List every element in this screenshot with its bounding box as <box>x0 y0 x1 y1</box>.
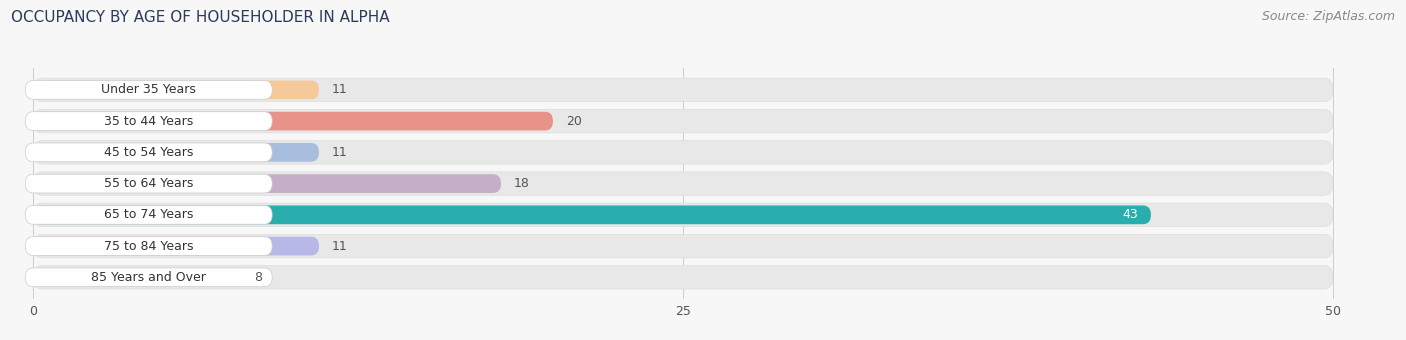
FancyBboxPatch shape <box>32 81 319 99</box>
FancyBboxPatch shape <box>32 109 1333 133</box>
Text: Source: ZipAtlas.com: Source: ZipAtlas.com <box>1261 10 1395 23</box>
Text: 20: 20 <box>567 115 582 128</box>
FancyBboxPatch shape <box>25 237 273 255</box>
FancyBboxPatch shape <box>32 112 553 131</box>
FancyBboxPatch shape <box>25 143 273 162</box>
Text: Under 35 Years: Under 35 Years <box>101 83 197 96</box>
FancyBboxPatch shape <box>25 174 273 193</box>
Text: 45 to 54 Years: 45 to 54 Years <box>104 146 194 159</box>
FancyBboxPatch shape <box>32 234 1333 258</box>
FancyBboxPatch shape <box>32 266 1333 289</box>
FancyBboxPatch shape <box>25 205 273 224</box>
Text: 18: 18 <box>515 177 530 190</box>
FancyBboxPatch shape <box>32 78 1333 102</box>
Text: 11: 11 <box>332 240 347 253</box>
Text: 8: 8 <box>254 271 262 284</box>
Text: 55 to 64 Years: 55 to 64 Years <box>104 177 194 190</box>
FancyBboxPatch shape <box>32 237 319 255</box>
FancyBboxPatch shape <box>32 141 1333 164</box>
FancyBboxPatch shape <box>32 203 1333 226</box>
FancyBboxPatch shape <box>32 172 1333 195</box>
Text: 75 to 84 Years: 75 to 84 Years <box>104 240 194 253</box>
Text: 35 to 44 Years: 35 to 44 Years <box>104 115 194 128</box>
FancyBboxPatch shape <box>25 268 273 287</box>
FancyBboxPatch shape <box>32 205 1152 224</box>
Text: 11: 11 <box>332 83 347 96</box>
Text: 65 to 74 Years: 65 to 74 Years <box>104 208 194 221</box>
FancyBboxPatch shape <box>25 81 273 99</box>
Text: OCCUPANCY BY AGE OF HOUSEHOLDER IN ALPHA: OCCUPANCY BY AGE OF HOUSEHOLDER IN ALPHA <box>11 10 389 25</box>
Text: 85 Years and Over: 85 Years and Over <box>91 271 207 284</box>
FancyBboxPatch shape <box>25 112 273 131</box>
FancyBboxPatch shape <box>32 143 319 162</box>
Text: 43: 43 <box>1122 208 1137 221</box>
FancyBboxPatch shape <box>32 174 501 193</box>
FancyBboxPatch shape <box>32 268 240 287</box>
Text: 11: 11 <box>332 146 347 159</box>
